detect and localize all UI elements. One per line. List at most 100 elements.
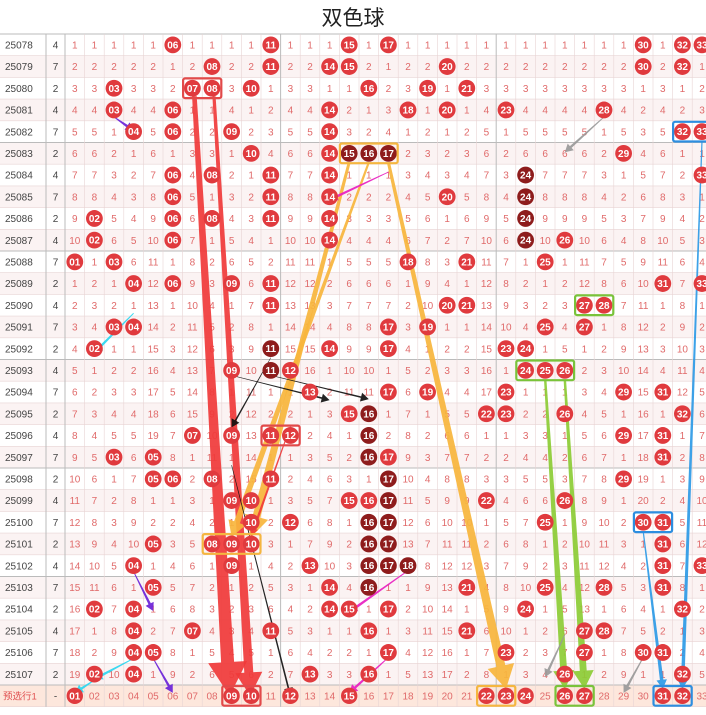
miss-count: 2 — [660, 323, 666, 334]
miss-count: 2 — [111, 366, 117, 377]
drawn-ball-number: 31 — [657, 388, 669, 399]
period-label: 25098 — [5, 474, 33, 485]
miss-count: 10 — [500, 626, 512, 637]
trend-arrow-gray — [564, 116, 605, 153]
drawn-ball — [615, 470, 632, 488]
miss-count: 11 — [599, 540, 610, 551]
miss-count: 12 — [402, 518, 414, 529]
miss-count: 12 — [461, 561, 473, 572]
miss-count: 20 — [638, 496, 650, 507]
miss-count: 2 — [680, 453, 686, 464]
gap-value: 7 — [53, 583, 59, 594]
miss-count: 9 — [582, 518, 588, 529]
prediction-number: 29 — [618, 691, 630, 702]
miss-count: 7 — [327, 496, 333, 507]
miss-count: 6 — [621, 605, 627, 616]
period-label: 25096 — [5, 431, 33, 442]
miss-count: 1 — [484, 518, 490, 529]
miss-count: 11 — [638, 301, 649, 312]
miss-count: 2 — [307, 431, 313, 442]
drawn-ball — [399, 101, 417, 119]
miss-count: 2 — [346, 192, 352, 203]
miss-count: 7 — [680, 561, 686, 572]
miss-count: 4 — [405, 192, 411, 203]
miss-count: 4 — [542, 106, 548, 117]
drawn-ball-number: 06 — [167, 40, 179, 51]
drawn-ball-number: 11 — [266, 301, 277, 312]
drawn-ball-number: 02 — [89, 670, 101, 681]
miss-count: 4 — [582, 409, 588, 420]
miss-count: 1 — [542, 540, 548, 551]
drawn-ball-number: 30 — [638, 648, 650, 659]
miss-count: 3 — [601, 84, 607, 95]
miss-count: 2 — [484, 540, 490, 551]
drawn-ball — [654, 383, 672, 401]
miss-count: 3 — [660, 344, 666, 355]
gap-value: 4 — [53, 40, 59, 51]
gap-value: 4 — [53, 561, 59, 572]
miss-count: 13 — [148, 301, 160, 312]
miss-count: 12 — [481, 279, 493, 290]
drawn-ball — [125, 665, 142, 683]
drawn-ball-number: 18 — [402, 561, 414, 572]
miss-count: 4 — [327, 323, 333, 334]
miss-count: 4 — [503, 192, 509, 203]
drawn-ball-number: 02 — [89, 214, 101, 225]
miss-count: 3 — [72, 84, 78, 95]
drawn-ball — [438, 58, 456, 75]
miss-count: 1 — [346, 171, 352, 182]
miss-count: 6 — [680, 540, 686, 551]
drawn-ball-number: 04 — [128, 605, 140, 616]
miss-count: 2 — [660, 626, 666, 637]
miss-count: 1 — [268, 84, 274, 95]
drawn-ball-number: 15 — [344, 149, 356, 160]
miss-count: 3 — [523, 84, 529, 95]
miss-count: 9 — [660, 214, 666, 225]
miss-count: 4 — [582, 106, 588, 117]
miss-count: 7 — [699, 431, 705, 442]
miss-count: 12 — [69, 518, 81, 529]
miss-count: 1 — [601, 648, 607, 659]
drawn-ball-number: 24 — [520, 605, 532, 616]
trend-arrow-magenta — [329, 171, 389, 201]
miss-count: 15 — [442, 626, 454, 637]
prediction-number: 06 — [167, 691, 179, 702]
gap-value: 7 — [53, 518, 59, 529]
miss-count: 6 — [562, 626, 568, 637]
highlight-box — [338, 142, 399, 165]
miss-count: 7 — [346, 301, 352, 312]
miss-count: 3 — [542, 431, 548, 442]
miss-count: 6 — [92, 474, 98, 485]
drawn-ball — [360, 492, 378, 509]
drawn-ball-number: 16 — [363, 670, 375, 681]
drawn-ball-number: 11 — [266, 626, 277, 637]
miss-count: 13 — [246, 431, 258, 442]
miss-count: 1 — [425, 40, 431, 51]
drawn-ball — [380, 470, 397, 488]
drawn-ball — [282, 513, 299, 531]
miss-count: 6 — [464, 431, 470, 442]
miss-count: 4 — [562, 583, 568, 594]
drawn-ball-number: 06 — [167, 474, 179, 485]
miss-count: 1 — [621, 409, 627, 420]
miss-count: 1 — [170, 62, 176, 73]
miss-count: 2 — [542, 626, 548, 637]
prediction-number: 02 — [89, 691, 101, 702]
drawn-ball-number: 29 — [618, 431, 630, 442]
drawn-ball-number: 09 — [226, 127, 238, 138]
miss-count: 1 — [288, 540, 294, 551]
miss-count: 1 — [582, 40, 588, 51]
gap-value: 2 — [53, 149, 59, 160]
period-label: 25105 — [5, 626, 33, 637]
miss-count: 4 — [209, 626, 215, 637]
miss-count: 5 — [582, 127, 588, 138]
drawn-ball — [105, 101, 123, 119]
miss-count: 2 — [523, 648, 529, 659]
drawn-ball — [380, 383, 397, 401]
miss-count: 3 — [268, 540, 274, 551]
drawn-ball — [125, 600, 142, 618]
miss-count: 1 — [699, 301, 705, 312]
trend-arrow-purple — [152, 658, 173, 693]
drawn-ball-number: 16 — [363, 518, 375, 529]
prediction-pick-number: 10 — [246, 691, 258, 702]
